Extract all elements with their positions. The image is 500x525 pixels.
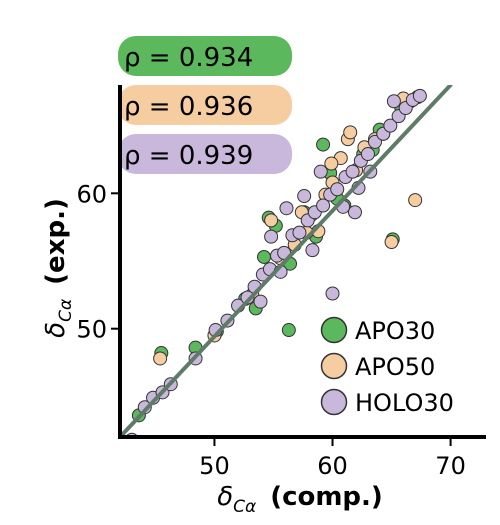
legend-label-apo30: APO30 bbox=[355, 317, 435, 345]
rho-label-apo50: ρ = 0.936 bbox=[124, 92, 253, 122]
point-holo30-41 bbox=[313, 164, 328, 179]
legend-label-holo30: HOLO30 bbox=[355, 389, 454, 417]
point-holo30-36 bbox=[305, 243, 320, 258]
point-apo30-7 bbox=[281, 323, 296, 338]
point-holo30-19 bbox=[316, 198, 331, 213]
point-holo30-34 bbox=[347, 205, 362, 220]
point-holo30-16 bbox=[292, 225, 307, 240]
point-apo50-19 bbox=[324, 156, 339, 171]
point-apo50-17 bbox=[408, 193, 423, 208]
x-tick-label-70: 70 bbox=[435, 452, 466, 480]
fit-line bbox=[122, 85, 453, 435]
point-holo30-37 bbox=[264, 229, 279, 244]
y-tick-label-60: 60 bbox=[76, 180, 107, 208]
points-layer bbox=[126, 88, 427, 435]
point-apo50-0 bbox=[153, 351, 168, 366]
point-apo30-4 bbox=[257, 249, 272, 264]
point-apo50-3 bbox=[264, 213, 279, 228]
point-holo30-32 bbox=[412, 88, 427, 103]
y-axis-label: δCα (exp.) bbox=[41, 198, 76, 338]
legend-marker-apo30 bbox=[320, 316, 348, 344]
y-tick-label-50: 50 bbox=[76, 316, 107, 344]
rho-badge-apo30 bbox=[118, 36, 292, 76]
point-holo30-33 bbox=[325, 286, 340, 301]
point-holo30-28 bbox=[383, 118, 398, 133]
point-holo30-38 bbox=[253, 294, 268, 309]
rho-label-holo30: ρ = 0.939 bbox=[124, 141, 253, 171]
point-holo30-25 bbox=[360, 147, 375, 162]
legend-label-apo50: APO50 bbox=[355, 353, 435, 381]
point-holo30-35 bbox=[279, 201, 294, 216]
y-axis-label-symbol: δ bbox=[41, 322, 71, 338]
rho-badge-holo30 bbox=[118, 134, 292, 174]
correlation-labels: ρ = 0.934 ρ = 0.936 ρ = 0.939 bbox=[118, 36, 292, 174]
y-axis-label-subscript: Cα bbox=[56, 299, 76, 322]
point-holo30-23 bbox=[345, 164, 360, 179]
point-holo30-39 bbox=[297, 189, 312, 204]
x-tick-label-50: 50 bbox=[199, 452, 230, 480]
ticks: 50 60 70 50 60 bbox=[76, 180, 465, 480]
point-holo30-1 bbox=[137, 400, 152, 415]
x-axis-label-symbol: δ bbox=[217, 482, 233, 512]
point-apo50-18 bbox=[343, 125, 358, 140]
point-holo30-21 bbox=[330, 182, 345, 197]
x-tick-label-60: 60 bbox=[317, 452, 348, 480]
axes bbox=[118, 85, 486, 439]
x-axis-label: δCα (comp.) bbox=[217, 482, 383, 517]
x-axis-label-text: (comp.) bbox=[270, 482, 383, 512]
point-holo30-44 bbox=[386, 94, 401, 109]
point-holo30-0 bbox=[126, 432, 137, 435]
plot-area bbox=[122, 85, 453, 435]
rho-label-apo30: ρ = 0.934 bbox=[124, 43, 253, 73]
point-apo30-9 bbox=[316, 137, 331, 152]
point-apo50-15 bbox=[384, 235, 399, 250]
legend-marker-holo30 bbox=[320, 388, 348, 416]
legend-marker-apo50 bbox=[320, 352, 348, 380]
rho-badge-apo50 bbox=[118, 85, 292, 125]
x-axis-label-subscript: Cα bbox=[233, 497, 256, 517]
legend: APO30 APO50 HOLO30 bbox=[320, 316, 454, 417]
y-axis-label-text: (exp.) bbox=[41, 198, 71, 285]
